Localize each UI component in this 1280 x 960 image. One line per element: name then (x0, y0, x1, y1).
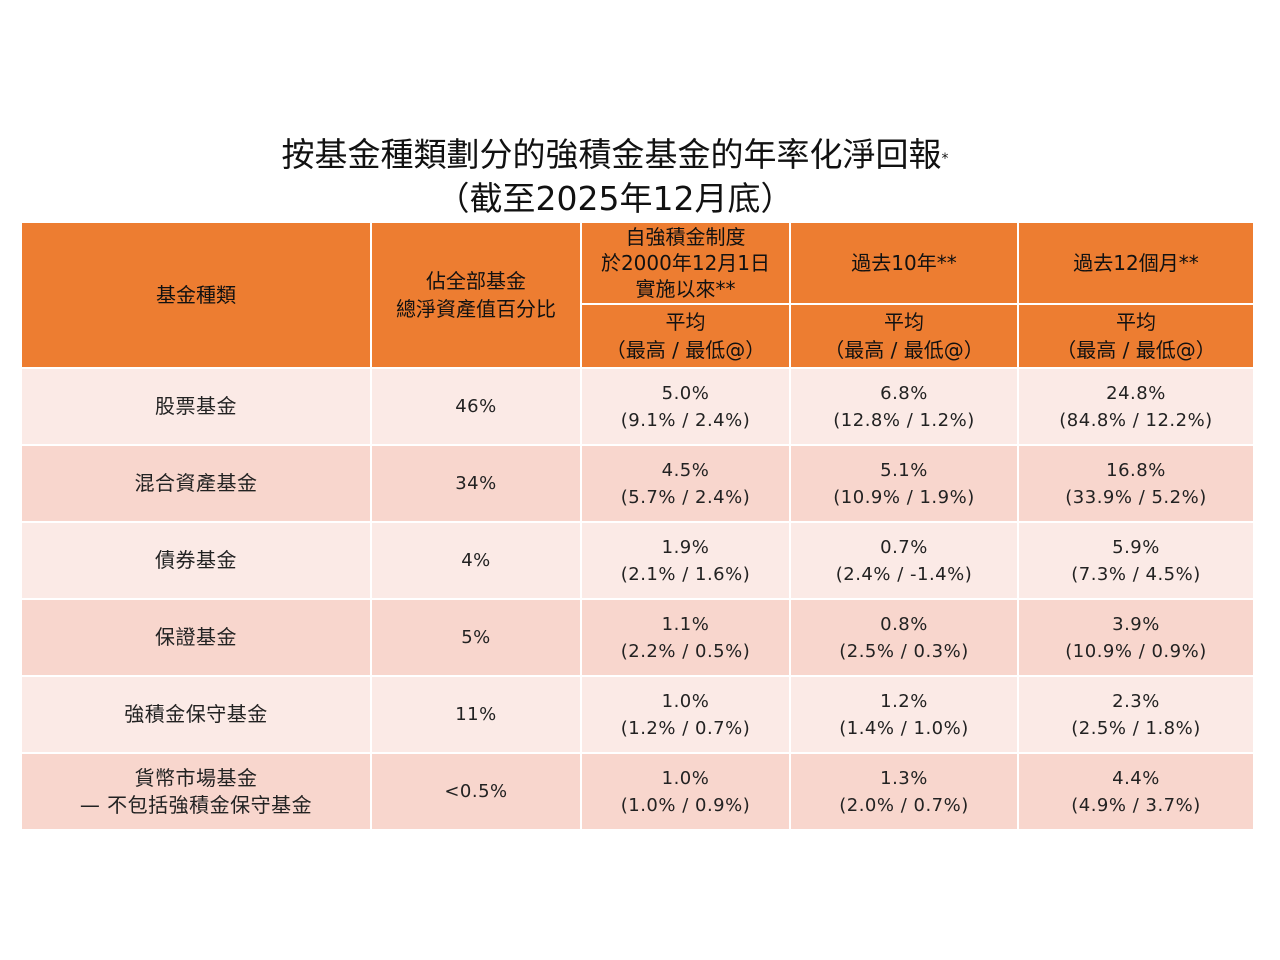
return-cell: 2.3% (2.5% / 1.8%) (1017, 675, 1255, 754)
subheader-avg-range: 平均 （最高 / 最低@） (1017, 303, 1255, 369)
return-cell: 1.0% (1.0% / 0.9%) (580, 752, 791, 831)
return-cell: 4.4% (4.9% / 3.7%) (1017, 752, 1255, 831)
subheader-avg-range: 平均 （最高 / 最低@） (789, 303, 1019, 369)
fund-type-cell: 強積金保守基金 (20, 675, 372, 754)
share-cell: 34% (370, 444, 582, 523)
header-since-inception: 自強積金制度 於2000年12月1日 實施以來** (580, 221, 791, 305)
fund-type-cell: 貨幣市場基金 — 不包括強積金保守基金 (20, 752, 372, 831)
returns-table: 基金種類 佔全部基金 總淨資產值百分比 自強積金制度 於2000年12月1日 實施以來… (20, 221, 1255, 831)
table-row: 股票基金 46% 5.0% (9.1% / 2.4%) 6.8% (12.8% / 1.2… (20, 367, 1255, 446)
return-cell: 16.8% (33.9% / 5.2%) (1017, 444, 1255, 523)
return-cell: 24.8% (84.8% / 12.2%) (1017, 367, 1255, 446)
return-cell: 6.8% (12.8% / 1.2%) (789, 367, 1019, 446)
return-cell: 3.9% (10.9% / 0.9%) (1017, 598, 1255, 677)
return-cell: 4.5% (5.7% / 2.4%) (580, 444, 791, 523)
return-cell: 1.9% (2.1% / 1.6%) (580, 521, 791, 600)
header-share: 佔全部基金 總淨資產值百分比 (370, 221, 582, 369)
header-past-12m: 過去12個月** (1017, 221, 1255, 305)
return-cell: 1.0% (1.2% / 0.7%) (580, 675, 791, 754)
fund-type-cell: 債券基金 (20, 521, 372, 600)
fund-type-cell: 股票基金 (20, 367, 372, 446)
header-past-10y: 過去10年** (789, 221, 1019, 305)
title-footnote-mark: * (941, 151, 949, 167)
table-row: 強積金保守基金 11% 1.0% (1.2% / 0.7%) 1.2% (1.4% / 1… (20, 675, 1255, 754)
share-cell: <0.5% (370, 752, 582, 831)
fund-type-cell: 混合資產基金 (20, 444, 372, 523)
table-row: 保證基金 5% 1.1% (2.2% / 0.5%) 0.8% (2.5% / 0.3%)… (20, 598, 1255, 677)
title-line2: （截至2025年12月底） (436, 179, 794, 218)
return-cell: 0.8% (2.5% / 0.3%) (789, 598, 1019, 677)
header-fund-type: 基金種類 (20, 221, 372, 369)
share-cell: 11% (370, 675, 582, 754)
table-row: 混合資產基金 34% 4.5% (5.7% / 2.4%) 5.1% (10.9% / 1… (20, 444, 1255, 523)
table-row: 債券基金 4% 1.9% (2.1% / 1.6%) 0.7% (2.4% / -1.4%… (20, 521, 1255, 600)
table-row: 貨幣市場基金 — 不包括強積金保守基金 <0.5% 1.0% (1.0% / 0.9%)… (20, 752, 1255, 831)
return-cell: 1.3% (2.0% / 0.7%) (789, 752, 1019, 831)
subheader-avg-range: 平均 （最高 / 最低@） (580, 303, 791, 369)
title-line1: 按基金種類劃分的強積金基金的年率化淨回報 (281, 135, 942, 174)
return-cell: 0.7% (2.4% / -1.4%) (789, 521, 1019, 600)
return-cell: 5.1% (10.9% / 1.9%) (789, 444, 1019, 523)
return-cell: 1.2% (1.4% / 1.0%) (789, 675, 1019, 754)
return-cell: 5.9% (7.3% / 4.5%) (1017, 521, 1255, 600)
share-cell: 5% (370, 598, 582, 677)
page-title: 按基金種類劃分的強積金基金的年率化淨回報* （截至2025年12月底） (0, 133, 1230, 221)
fund-type-cell: 保證基金 (20, 598, 372, 677)
return-cell: 5.0% (9.1% / 2.4%) (580, 367, 791, 446)
share-cell: 46% (370, 367, 582, 446)
share-cell: 4% (370, 521, 582, 600)
return-cell: 1.1% (2.2% / 0.5%) (580, 598, 791, 677)
